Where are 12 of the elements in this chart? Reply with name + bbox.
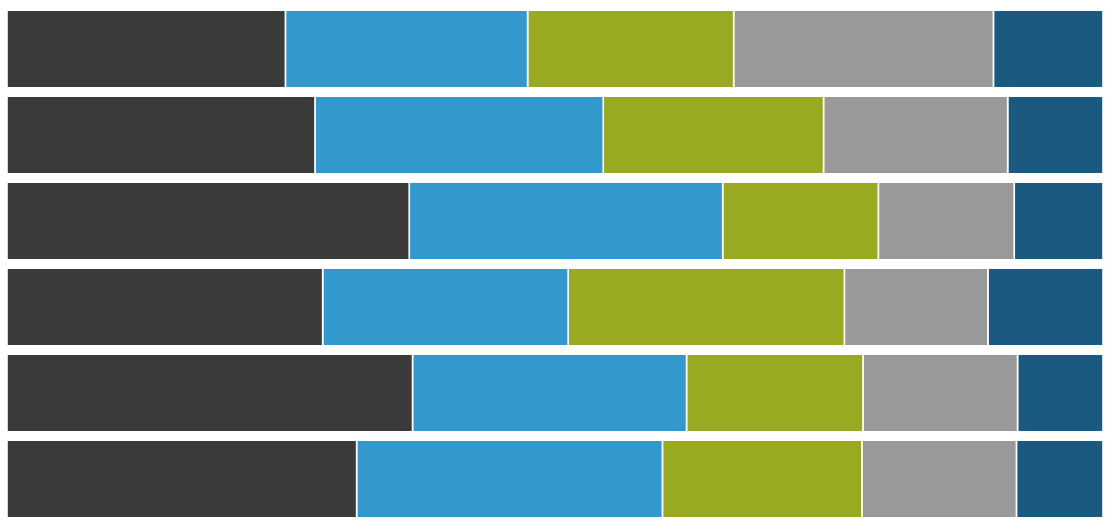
bar [7,439,358,519]
bar [7,95,316,175]
bar [992,9,1104,89]
bar [1006,95,1104,175]
bar [7,9,287,89]
bar [7,181,411,261]
bar [987,267,1104,347]
bar [1013,181,1104,261]
bar [7,353,414,433]
bar [7,267,324,347]
bar [1016,353,1104,433]
bar [1015,439,1104,519]
